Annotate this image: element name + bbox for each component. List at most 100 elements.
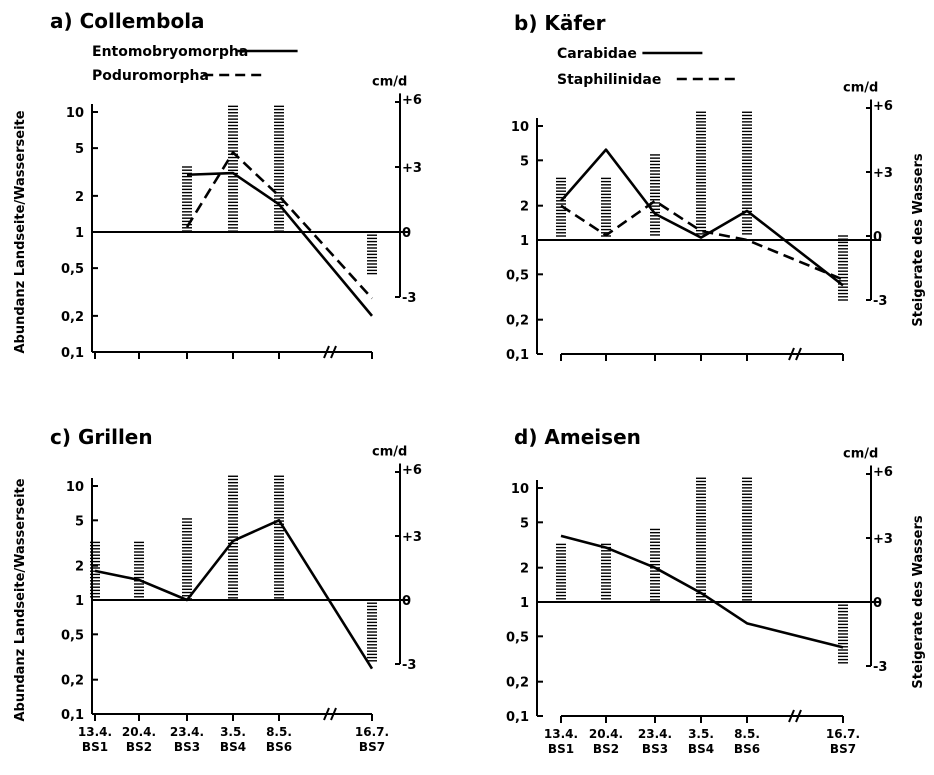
x-tick-label-line: BS1 bbox=[82, 740, 108, 754]
left-tick-label: 0,5 bbox=[61, 262, 84, 277]
right-tick-label: +3 bbox=[873, 166, 893, 181]
right-tick-label: 0 bbox=[402, 594, 411, 609]
legend-label: Carabidae bbox=[557, 46, 637, 62]
right-axis-unit: cm/d bbox=[843, 80, 878, 95]
x-tick-label: 3.5. BS4 bbox=[220, 725, 246, 754]
y-left-title: Abundanz Landseite/Wasserseite bbox=[13, 478, 28, 721]
right-tick-label: 0 bbox=[402, 226, 411, 241]
hatched-bar bbox=[556, 177, 566, 237]
axis-break bbox=[330, 345, 337, 359]
x-tick-label-line: 3.5. bbox=[688, 727, 714, 741]
left-tick-label: 0,5 bbox=[61, 628, 84, 643]
hatched-bar bbox=[696, 111, 706, 235]
right-tick-label: 0 bbox=[873, 230, 882, 245]
left-tick-label: 5 bbox=[520, 154, 529, 169]
left-tick-label: 10 bbox=[66, 480, 84, 495]
left-tick-label: 0,2 bbox=[506, 314, 529, 329]
right-tick-label: +6 bbox=[873, 99, 893, 114]
left-tick-label: 10 bbox=[511, 120, 529, 135]
hatched-bar bbox=[182, 166, 192, 232]
series-line bbox=[560, 199, 844, 281]
right-axis-unit: cm/d bbox=[372, 444, 407, 459]
hatched-bar bbox=[650, 154, 660, 236]
hatched-bar bbox=[367, 231, 377, 275]
panel-b: b) Käfer Carabidae Staphilinidae 10 5 2 1 0,5 0,… bbox=[506, 11, 926, 363]
hatched-bar bbox=[838, 235, 848, 301]
x-tick-label-line: BS6 bbox=[734, 742, 760, 756]
left-tick-label: 2 bbox=[75, 190, 84, 205]
left-tick-label: 2 bbox=[520, 200, 529, 215]
left-tick-label: 0,2 bbox=[61, 674, 84, 689]
left-tick-label: 0,5 bbox=[506, 630, 529, 645]
axis-break bbox=[788, 347, 795, 361]
axis-break bbox=[795, 347, 802, 361]
x-tick-label: 23.4. BS3 bbox=[170, 725, 204, 754]
left-tick-label: 0,2 bbox=[61, 310, 84, 325]
x-tick-label: 20.4. BS2 bbox=[589, 727, 623, 756]
hatched-bar bbox=[742, 477, 752, 601]
left-tick-label: 2 bbox=[520, 562, 529, 577]
hatched-bar bbox=[742, 111, 752, 235]
panel-title: b) Käfer bbox=[514, 11, 606, 35]
hatched-bar bbox=[367, 599, 377, 662]
left-tick-label: 1 bbox=[520, 234, 529, 249]
x-tick-label: 8.5. BS6 bbox=[266, 725, 292, 754]
left-tick-label: 0,1 bbox=[61, 346, 84, 361]
panel-title: c) Grillen bbox=[50, 425, 153, 449]
y-right-title: Steigerate des Wassers bbox=[911, 515, 926, 688]
x-tick-label: 16.7. BS7 bbox=[826, 727, 860, 756]
axis-break bbox=[795, 709, 802, 723]
hatched-bar bbox=[838, 601, 848, 664]
panel-a: a) Collembola Entomobryomorpha Poduromorph… bbox=[13, 9, 422, 361]
x-tick-label-line: 8.5. bbox=[266, 725, 292, 739]
x-tick-label-line: 23.4. bbox=[638, 727, 672, 741]
series-line bbox=[560, 148, 844, 287]
x-tick-label-line: BS3 bbox=[174, 740, 200, 754]
right-tick-label: 0 bbox=[873, 596, 882, 611]
x-tick-label-line: 3.5. bbox=[220, 725, 246, 739]
right-tick-label: +3 bbox=[402, 161, 422, 176]
hatched-bar bbox=[182, 518, 192, 600]
x-tick-label: 13.4. BS1 bbox=[78, 725, 112, 754]
left-tick-label: 1 bbox=[75, 594, 84, 609]
left-tick-label: 0,1 bbox=[506, 348, 529, 363]
axis-break bbox=[323, 707, 330, 721]
hatched-bar bbox=[650, 528, 660, 601]
right-axis-unit: cm/d bbox=[372, 74, 407, 89]
x-tick-label-line: 13.4. bbox=[544, 727, 578, 741]
right-tick-label: -3 bbox=[402, 658, 416, 673]
right-tick-label: +3 bbox=[873, 532, 893, 547]
x-tick-label: 23.4. BS3 bbox=[638, 727, 672, 756]
hatched-bar bbox=[134, 541, 144, 598]
x-tick-label-line: BS2 bbox=[126, 740, 152, 754]
series-line bbox=[185, 151, 373, 300]
left-tick-label: 5 bbox=[75, 514, 84, 529]
panel-d: d) Ameisen 10 5 2 1 0,5 0,2 0,1 +6 +3 0 -3 cm/d 13.4.… bbox=[506, 425, 926, 756]
left-tick-label: 5 bbox=[520, 516, 529, 531]
right-axis-unit: cm/d bbox=[843, 446, 878, 461]
legend-label: Poduromorpha bbox=[92, 68, 209, 84]
series-line bbox=[186, 171, 373, 317]
hatched-bar bbox=[90, 541, 100, 598]
x-tick-label-line: 23.4. bbox=[170, 725, 204, 739]
x-tick-label-line: BS4 bbox=[220, 740, 246, 754]
right-tick-label: +6 bbox=[402, 93, 422, 108]
axis-break bbox=[330, 707, 337, 721]
left-tick-label: 10 bbox=[511, 482, 529, 497]
panel-c: c) Grillen 10 5 2 1 0,5 0,2 0,1 +6 +3 0 -3 cm/d 13.4.… bbox=[13, 425, 422, 754]
series-line bbox=[560, 534, 844, 649]
hatched-bar bbox=[601, 543, 611, 600]
x-tick-label-line: BS7 bbox=[359, 740, 385, 754]
x-tick-label: 13.4. BS1 bbox=[544, 727, 578, 756]
hatched-bar bbox=[556, 543, 566, 600]
hatched-bar bbox=[601, 177, 611, 237]
right-tick-label: +6 bbox=[402, 463, 422, 478]
right-tick-label: +3 bbox=[402, 530, 422, 545]
x-tick-label-line: BS4 bbox=[688, 742, 714, 756]
right-tick-label: +6 bbox=[873, 465, 893, 480]
hatched-bar bbox=[228, 475, 238, 599]
left-tick-label: 0,5 bbox=[506, 268, 529, 283]
axis-break bbox=[788, 709, 795, 723]
x-tick-label: 3.5. BS4 bbox=[688, 727, 714, 756]
